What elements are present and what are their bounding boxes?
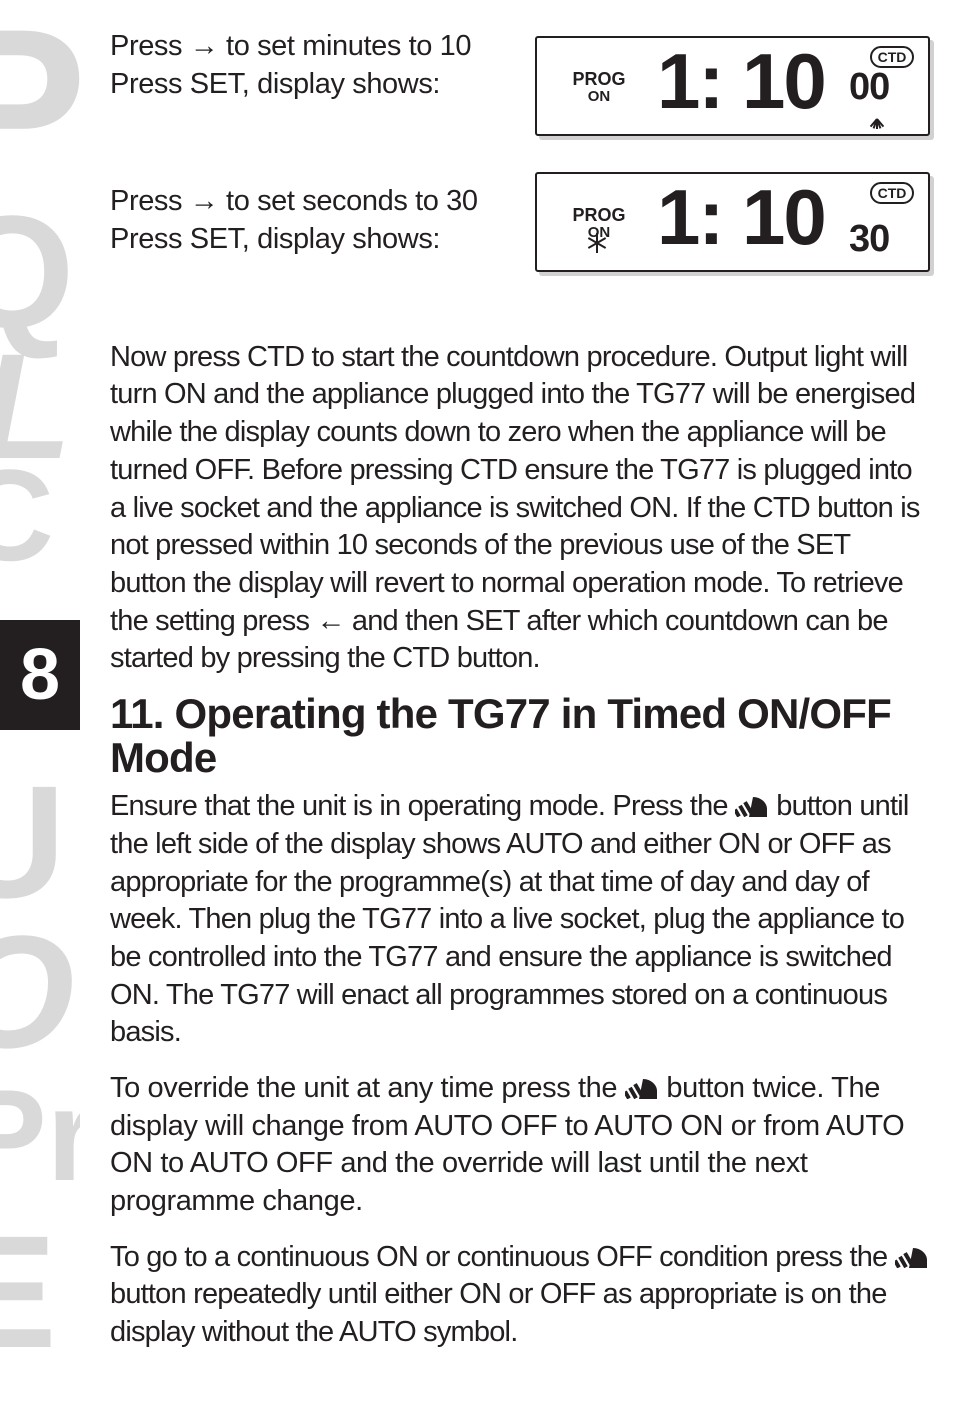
para-operating-mode: Ensure that the unit is in operating mod… <box>110 788 930 1052</box>
ghost-text: C <box>0 440 54 590</box>
para-set-minutes: Press → to set minutes to 10 <box>110 28 930 66</box>
main-content: Press → to set minutes to 10 Press SET, … <box>110 28 930 1352</box>
section-heading-11: 11. Operating the TG77 in Timed ON/OFF M… <box>110 692 930 780</box>
p6b: button repeatedly until either ON or OFF… <box>110 1278 887 1348</box>
hand-icon <box>895 1248 929 1268</box>
page-number-box: 8 <box>0 620 80 730</box>
para-set-display-2: Press SET, display shows: <box>110 221 930 259</box>
side-strip: P Q L C U O Pr E 8 <box>0 0 80 1403</box>
hand-icon <box>625 1079 659 1099</box>
p5a: To override the unit at any time press t… <box>110 1072 625 1104</box>
ghost-text: Pr <box>0 1060 80 1210</box>
para-continuous: To go to a continuous ON or continuous O… <box>110 1239 930 1352</box>
para-ctd-explanation: Now press CTD to start the countdown pro… <box>110 339 930 678</box>
ghost-text: E <box>0 1200 57 1384</box>
hand-icon <box>735 797 769 817</box>
p4a: Ensure that the unit is in operating mod… <box>110 790 735 822</box>
para-set-display-1: Press SET, display shows: <box>110 66 930 104</box>
para-override: To override the unit at any time press t… <box>110 1070 930 1221</box>
p4b: button until the left side of the displa… <box>110 790 909 1048</box>
p6a: To go to a continuous ON or continuous O… <box>110 1241 895 1273</box>
page-number: 8 <box>20 634 60 716</box>
para-set-seconds: Press → to set seconds to 30 <box>110 183 930 221</box>
ghost-text: O <box>0 900 74 1084</box>
